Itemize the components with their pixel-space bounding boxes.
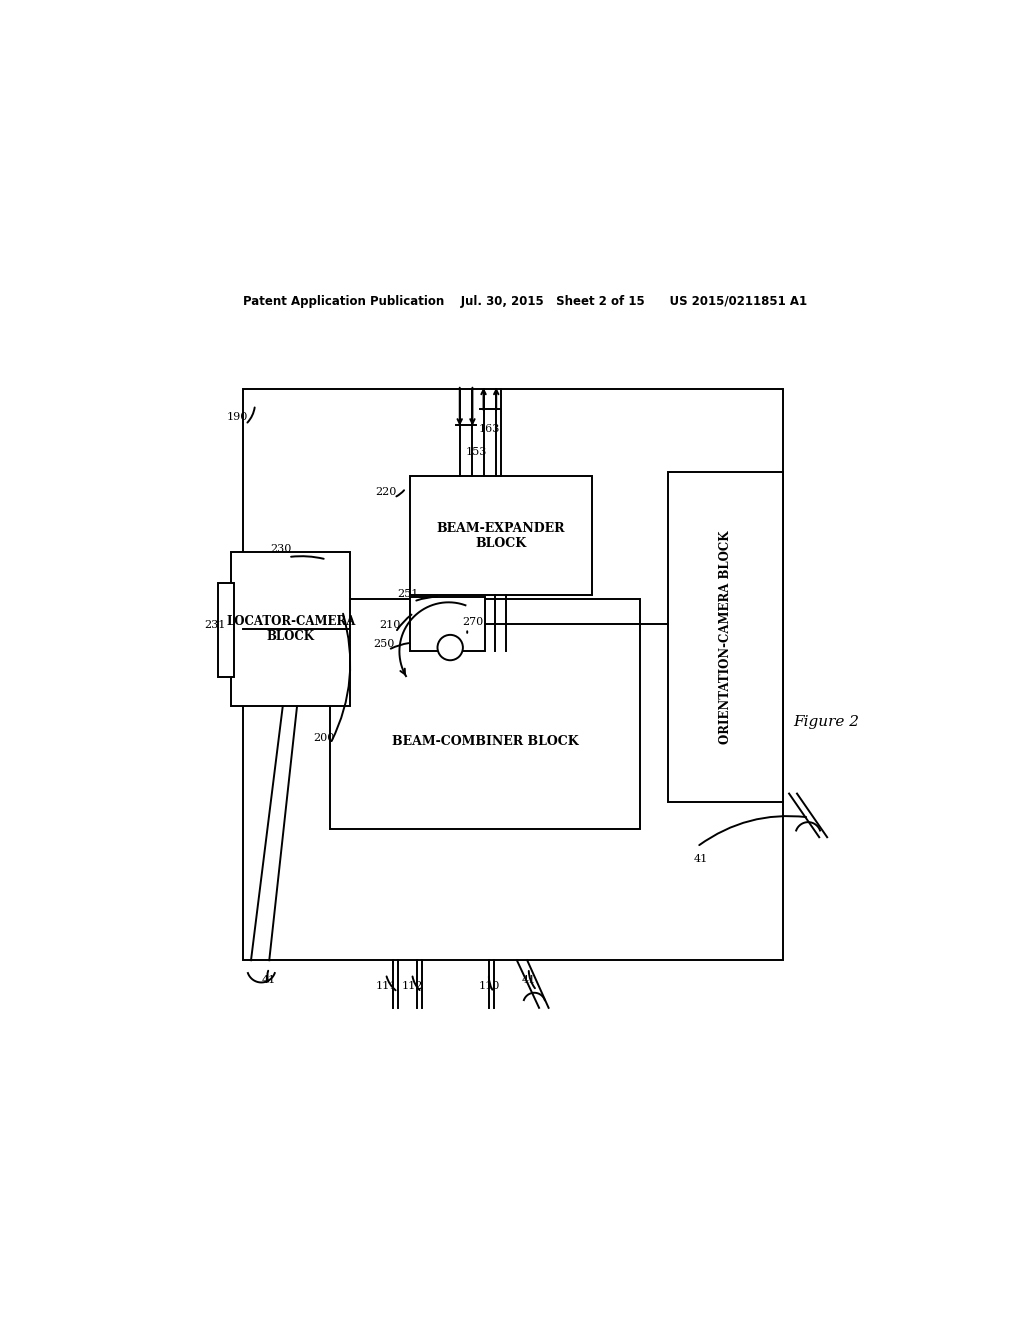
Text: BEAM-COMBINER BLOCK: BEAM-COMBINER BLOCK <box>392 735 579 748</box>
Text: 220: 220 <box>375 487 396 498</box>
Text: 230: 230 <box>270 544 292 554</box>
Text: 41: 41 <box>694 854 709 863</box>
Text: ORIENTATION-CAMERA BLOCK: ORIENTATION-CAMERA BLOCK <box>719 531 732 743</box>
Text: LOCATOR-CAMERA
BLOCK: LOCATOR-CAMERA BLOCK <box>226 615 355 643</box>
Text: BEAM-EXPANDER
BLOCK: BEAM-EXPANDER BLOCK <box>437 521 565 549</box>
Text: 190: 190 <box>227 412 248 421</box>
Text: 112: 112 <box>401 981 423 990</box>
Text: 251: 251 <box>397 589 419 598</box>
Text: Figure 2: Figure 2 <box>794 715 859 729</box>
Text: 270: 270 <box>463 618 484 627</box>
Text: 210: 210 <box>379 620 400 631</box>
Text: 250: 250 <box>373 639 394 649</box>
Text: 153: 153 <box>466 447 487 457</box>
Text: 231: 231 <box>205 619 226 630</box>
Text: 110: 110 <box>478 981 500 990</box>
Bar <box>218 583 233 677</box>
Bar <box>668 473 782 801</box>
Bar <box>410 597 485 651</box>
Text: 41: 41 <box>262 975 276 985</box>
Bar <box>243 389 782 960</box>
Bar <box>231 552 350 706</box>
Circle shape <box>437 635 463 660</box>
Text: Patent Application Publication    Jul. 30, 2015   Sheet 2 of 15      US 2015/021: Patent Application Publication Jul. 30, … <box>243 296 807 308</box>
Text: 111: 111 <box>375 981 396 990</box>
Text: 200: 200 <box>313 733 335 743</box>
Bar <box>410 477 592 595</box>
Text: 163: 163 <box>478 424 500 433</box>
Text: 41: 41 <box>521 975 536 985</box>
Bar <box>331 599 640 829</box>
